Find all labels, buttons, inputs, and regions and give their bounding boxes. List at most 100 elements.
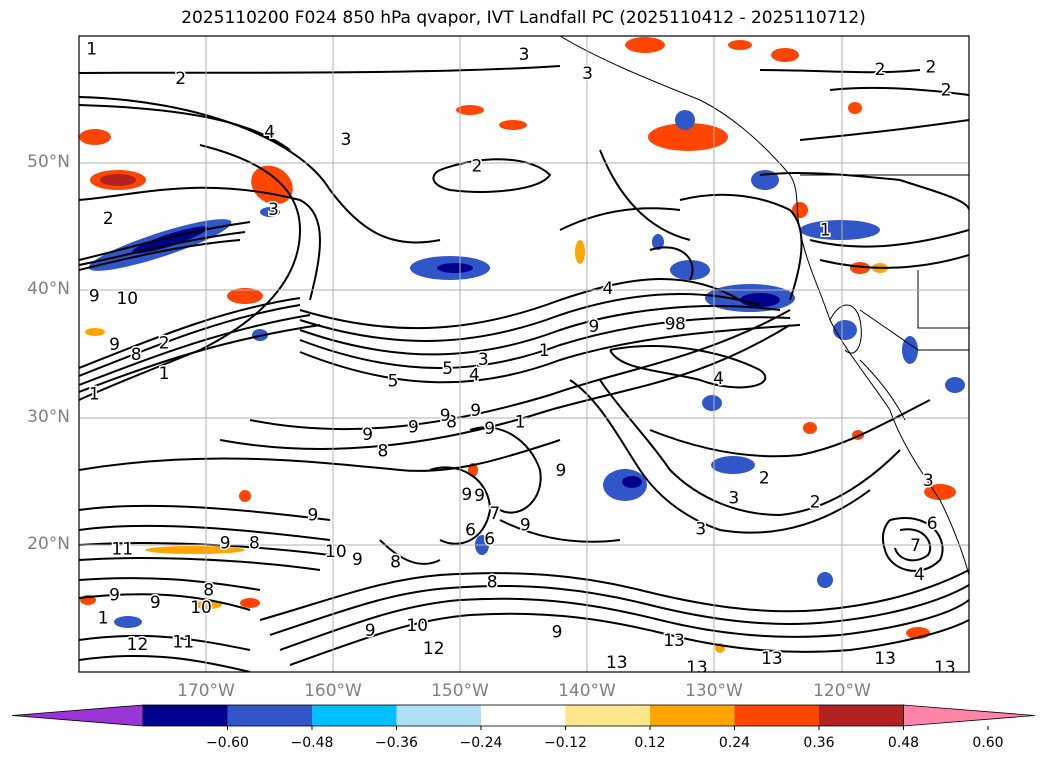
contour-label-15: 10 [116,289,138,309]
colorbar [11,704,1036,730]
contour-label-25: 1 [539,341,550,361]
map-title: 2025110200 F024 850 hPa qvapor, IVT Land… [181,8,866,28]
lat-label-30: 30°N [27,407,70,427]
contour-label-17: 8 [131,345,142,365]
colorbar-tick-label-1: −0.48 [290,735,334,751]
contour-label-45: 7 [489,504,500,524]
ivt-contours [79,65,969,672]
contour-label-30: 2 [759,468,770,488]
contour-label-48: 6 [484,529,495,549]
qvapor-shading [79,37,965,653]
contour-label-31: 3 [728,489,739,509]
contour-label-23: 3 [478,350,489,370]
contour-label-67: 9 [552,622,563,642]
colorbar-tick-label-9: 0.60 [972,735,1004,751]
colorbar-tick-label-0: −0.60 [206,735,249,751]
contour-label-26: 9 [589,317,600,337]
contour-label-60: 10 [190,598,212,618]
colorbar-tick-label-2: −0.36 [375,735,418,751]
contour-label-68: 13 [663,631,685,651]
colorbar-bin-4 [396,705,482,726]
contour-label-47: 6 [465,521,476,541]
colorbar-tick-label-6: 0.24 [718,735,751,751]
contour-label-19: 1 [159,364,170,384]
contour-label-69: 13 [761,649,783,669]
colorbar-extend-min [11,704,144,727]
contour-label-16: 9 [109,335,120,355]
contour-label-71: 13 [686,658,708,678]
lat-label-50: 50°N [27,152,70,172]
colorbar-bin-8 [734,705,820,726]
colorbar-tick-label-8: 0.48 [887,735,920,751]
colorbar-bin-5 [481,705,566,726]
colorbar-bin-3 [312,705,397,726]
contour-label-72: 13 [874,649,896,669]
colorbar-frame [142,704,904,727]
contour-label-61: 1 [98,608,109,628]
map-frame [78,35,970,673]
contour-label-20: 1 [89,384,100,404]
contour-label-74: 7 [910,536,921,556]
lon-label-150w: 150°W [431,681,489,701]
contour-label-49: 8 [487,573,498,593]
lon-label-140w: 140°W [558,681,616,701]
contour-label-59: 8 [203,580,214,600]
contour-label-41: 8 [377,442,388,462]
coastline [559,36,969,576]
contour-label-5: 3 [582,64,593,84]
contour-label-65: 10 [406,616,428,636]
lon-label-170w: 170°W [177,681,235,701]
colorbar-tick-label-7: 0.36 [803,735,835,751]
contour-label-56: 8 [390,552,401,572]
contour-label-9: 2 [472,157,483,177]
contour-label-32: 2 [810,493,821,513]
contour-label-28: 8 [675,314,686,334]
contour-label-34: 9 [408,418,419,438]
lon-label-160w: 160°W [304,681,362,701]
lat-label-20: 20°N [27,534,70,554]
colorbar-tick-label-3: −0.24 [459,735,503,751]
contour-label-36: 9 [470,401,481,421]
contour-label-29: 4 [713,369,724,389]
contour-label-57: 9 [109,585,120,605]
contour-label-35: 8 [446,412,457,432]
colorbar-bin-1 [143,705,228,726]
contour-label-58: 9 [150,593,161,613]
contour-label-62: 12 [127,635,149,655]
contour-label-66: 12 [423,639,445,659]
colorbar-extend-max [903,704,1036,727]
colorbar-tick-label-4: −0.12 [544,735,587,751]
colorbar-bin-7 [650,705,735,726]
contour-label-73: 13 [934,658,956,678]
colorbar-bin-6 [565,705,651,726]
contour-label-63: 11 [172,632,194,652]
contour-label-6: 2 [875,60,886,80]
contour-label-42: 9 [555,461,566,481]
colorbar-tick-label-5: 0.12 [634,735,666,751]
contour-label-53: 11 [111,540,133,560]
contour-label-27: 9 [665,314,676,334]
contour-label-44: 9 [474,486,485,506]
lat-label-40: 40°N [27,279,70,299]
contour-label-70: 13 [606,653,628,673]
contour-label-40: 9 [362,425,373,445]
contour-label-22: 5 [442,359,453,379]
contour-label-4: 3 [519,45,530,65]
contour-label-33: 3 [695,519,706,539]
contour-label-1: 2 [175,69,186,89]
contour-label-10: 2 [103,209,114,229]
contour-label-18: 2 [159,334,170,354]
graticule [79,36,969,672]
contour-label-55: 9 [352,550,363,570]
contour-label-3: 4 [264,122,275,142]
colorbar-bin-9 [819,705,904,726]
contour-label-52: 9 [220,533,231,553]
contour-label-21: 5 [388,372,399,392]
contour-label-38: 9 [440,406,451,426]
contour-label-76: 4 [914,565,925,585]
contour-label-39: 1 [515,412,526,432]
contour-label-37: 9 [484,419,495,439]
contour-label-50: 9 [308,505,319,525]
